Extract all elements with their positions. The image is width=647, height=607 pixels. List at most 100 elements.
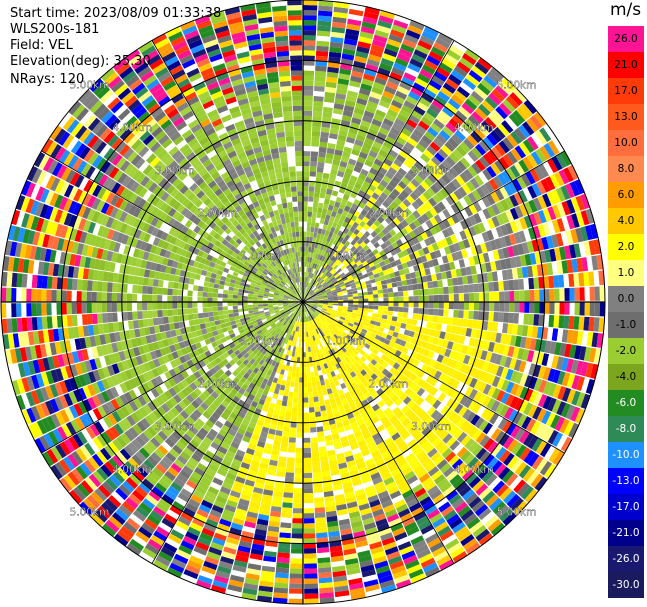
velocity-gate	[462, 318, 469, 328]
velocity-gate	[493, 126, 506, 140]
velocity-gate	[323, 269, 329, 275]
velocity-gate	[373, 219, 381, 227]
velocity-gate	[329, 41, 343, 49]
velocity-gate	[401, 176, 411, 186]
velocity-gate	[463, 138, 475, 150]
velocity-gate	[287, 452, 296, 458]
velocity-gate	[307, 206, 313, 212]
velocity-gate	[539, 302, 545, 314]
velocity-gate	[311, 285, 315, 290]
velocity-gate	[285, 411, 292, 418]
velocity-gate	[321, 250, 326, 256]
velocity-gate	[322, 274, 327, 280]
velocity-gate	[524, 302, 530, 313]
velocity-gate	[317, 156, 326, 163]
velocity-gate	[452, 163, 463, 175]
velocity-gate	[429, 141, 441, 152]
velocity-gate	[501, 77, 516, 92]
velocity-gate	[443, 286, 449, 294]
velocity-gate	[518, 278, 525, 290]
velocity-gate	[346, 23, 361, 31]
velocity-gate	[503, 280, 509, 291]
velocity-gate	[380, 95, 393, 104]
velocity-gate	[312, 126, 321, 132]
velocity-gate	[442, 316, 449, 325]
velocity-gate	[372, 290, 379, 295]
velocity-gate	[397, 312, 404, 318]
velocity-gate	[333, 154, 342, 161]
velocity-gate	[377, 231, 385, 239]
velocity-gate	[315, 238, 320, 244]
velocity-gate	[395, 57, 409, 68]
velocity-gate	[343, 304, 349, 307]
velocity-gate	[341, 177, 350, 185]
velocity-gate	[409, 20, 425, 31]
velocity-gate	[433, 118, 445, 130]
velocity-gate	[326, 265, 332, 271]
velocity-gate	[401, 280, 408, 286]
velocity-gate	[516, 106, 530, 121]
velocity-gate	[396, 214, 405, 223]
velocity-gate	[298, 392, 303, 398]
velocity-gate	[368, 150, 378, 159]
velocity-gate	[548, 314, 555, 328]
velocity-gate	[325, 214, 331, 221]
velocity-gate	[303, 50, 316, 56]
velocity-gate	[303, 75, 314, 81]
velocity-gate	[316, 45, 329, 52]
velocity-gate	[398, 302, 404, 307]
velocity-gate	[388, 149, 399, 159]
velocity-gate	[314, 280, 318, 286]
velocity-gate	[362, 164, 371, 172]
velocity-gate	[365, 63, 379, 72]
velocity-gate	[450, 94, 464, 106]
velocity-gate	[303, 417, 310, 423]
velocity-gate	[341, 251, 347, 257]
velocity-gate	[337, 191, 344, 199]
velocity-gate	[311, 136, 320, 142]
velocity-gate	[279, 451, 288, 458]
velocity-gate	[423, 149, 434, 160]
velocity-gate	[298, 342, 301, 348]
velocity-gate	[304, 292, 306, 298]
velocity-gate	[428, 79, 442, 91]
velocity-gate	[314, 85, 325, 92]
velocity-gate	[306, 294, 311, 299]
velocity-gate	[311, 279, 315, 284]
velocity-gate	[291, 407, 298, 413]
velocity-gate	[391, 99, 403, 109]
velocity-gate	[381, 284, 388, 290]
velocity-gate	[377, 196, 385, 204]
velocity-gate	[332, 113, 342, 120]
velocity-gate	[349, 252, 356, 258]
velocity-gate	[308, 351, 312, 357]
velocity-gate	[563, 315, 570, 329]
velocity-gate	[420, 203, 429, 213]
velocity-gate	[329, 275, 335, 280]
velocity-gate	[379, 62, 393, 72]
velocity-gate	[310, 226, 315, 233]
velocity-gate	[418, 120, 430, 131]
velocity-gate	[463, 310, 469, 319]
velocity-gate	[359, 248, 366, 255]
velocity-gate	[442, 106, 455, 118]
velocity-gate	[453, 293, 459, 302]
velocity-gate	[369, 91, 382, 100]
velocity-gate	[317, 277, 322, 283]
velocity-gate	[388, 306, 394, 312]
velocity-gate	[309, 290, 314, 295]
velocity-gate	[303, 372, 307, 378]
velocity-gate	[310, 262, 314, 268]
velocity-gate	[473, 292, 480, 302]
velocity-gate	[350, 75, 362, 83]
velocity-gate	[458, 310, 464, 319]
velocity-gate	[344, 261, 350, 267]
velocity-gate	[314, 370, 319, 377]
velocity-gate	[413, 49, 428, 60]
velocity-gate	[488, 311, 494, 322]
velocity-gate	[392, 217, 401, 226]
velocity-gate	[343, 227, 350, 235]
velocity-gate	[398, 48, 413, 58]
velocity-gate	[396, 154, 406, 164]
velocity-gate	[484, 292, 490, 302]
